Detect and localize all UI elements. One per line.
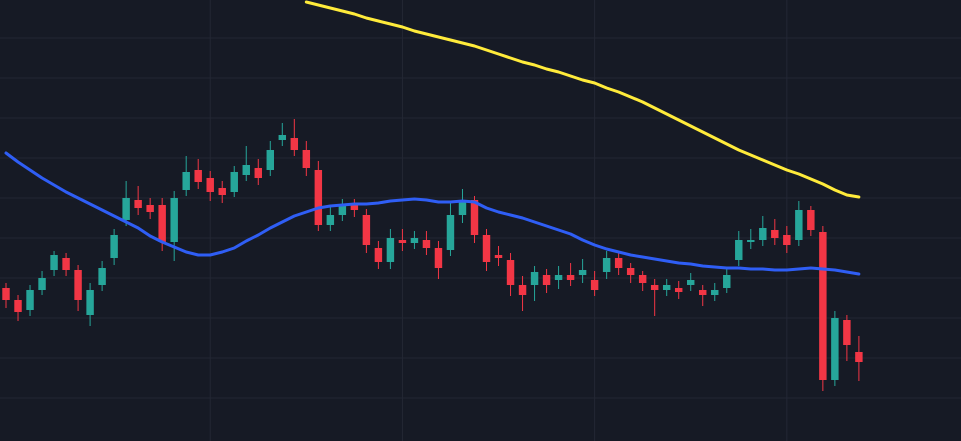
candle-body (98, 268, 106, 285)
candle-body (807, 210, 815, 230)
candle-body (350, 205, 359, 210)
candle-body (50, 255, 58, 270)
candle-body (398, 240, 407, 243)
candle-body (554, 275, 563, 280)
candle-body (218, 188, 226, 195)
candle-body (302, 150, 311, 168)
candle-body (626, 268, 635, 275)
candle-body (819, 232, 827, 380)
candle-body (38, 278, 46, 290)
candle-body (590, 280, 599, 290)
candle-body (194, 170, 202, 182)
candle-body (266, 150, 275, 170)
candle-body (314, 170, 323, 225)
candle-body (230, 172, 238, 192)
candle-body (686, 280, 695, 285)
candle-body (771, 230, 779, 238)
moving-average-line (4, 151, 861, 276)
candle-body (783, 235, 791, 245)
candle-body (518, 285, 527, 295)
candle-body (530, 272, 539, 285)
candle-body (410, 238, 419, 243)
candle-body (374, 248, 383, 262)
candle-body (206, 178, 214, 192)
candle-body (146, 205, 154, 212)
candle-body (843, 320, 851, 345)
candle-body (566, 275, 575, 280)
candle-body (338, 205, 347, 215)
candle-body (26, 290, 34, 310)
candle-body (362, 215, 371, 245)
candle-body (170, 198, 178, 242)
candle-body (482, 235, 491, 262)
candle-body (699, 290, 707, 295)
candle-body (386, 238, 395, 262)
candle-body (759, 228, 767, 240)
candle-body (470, 200, 479, 235)
candle-body (182, 172, 190, 190)
candle-body (723, 275, 731, 288)
candle-body (290, 138, 299, 150)
candle-body (278, 135, 287, 140)
candle-body (326, 215, 335, 225)
candle-body (747, 240, 755, 242)
candle-body (506, 260, 515, 285)
candle-body (650, 285, 659, 290)
candle-body (422, 240, 431, 248)
candle-body (242, 165, 250, 175)
candle-body (134, 200, 142, 208)
candle-body (855, 352, 863, 362)
candle-body (831, 318, 839, 380)
candle-body (578, 270, 587, 275)
candle-body (614, 258, 623, 268)
candle-body (602, 258, 611, 272)
candle-body (735, 240, 743, 260)
candle-body (86, 290, 94, 315)
candle-body (674, 288, 683, 292)
candle-body (446, 215, 455, 250)
candle-body (494, 255, 503, 258)
candle-body (122, 198, 130, 220)
candle-body (254, 168, 262, 178)
candle-body (795, 210, 803, 240)
candle-body (158, 205, 166, 242)
candle-body (662, 285, 671, 290)
moving-average-line (304, 0, 861, 199)
candle-body (2, 288, 10, 300)
candle-body (110, 235, 118, 258)
candle-body (434, 248, 443, 268)
candle-body (74, 270, 82, 300)
candle-body (711, 290, 719, 295)
candle-body (62, 258, 70, 270)
candle-body (638, 275, 647, 283)
candle-body (458, 200, 467, 215)
candle-body (14, 300, 22, 312)
candle-body (542, 275, 551, 285)
